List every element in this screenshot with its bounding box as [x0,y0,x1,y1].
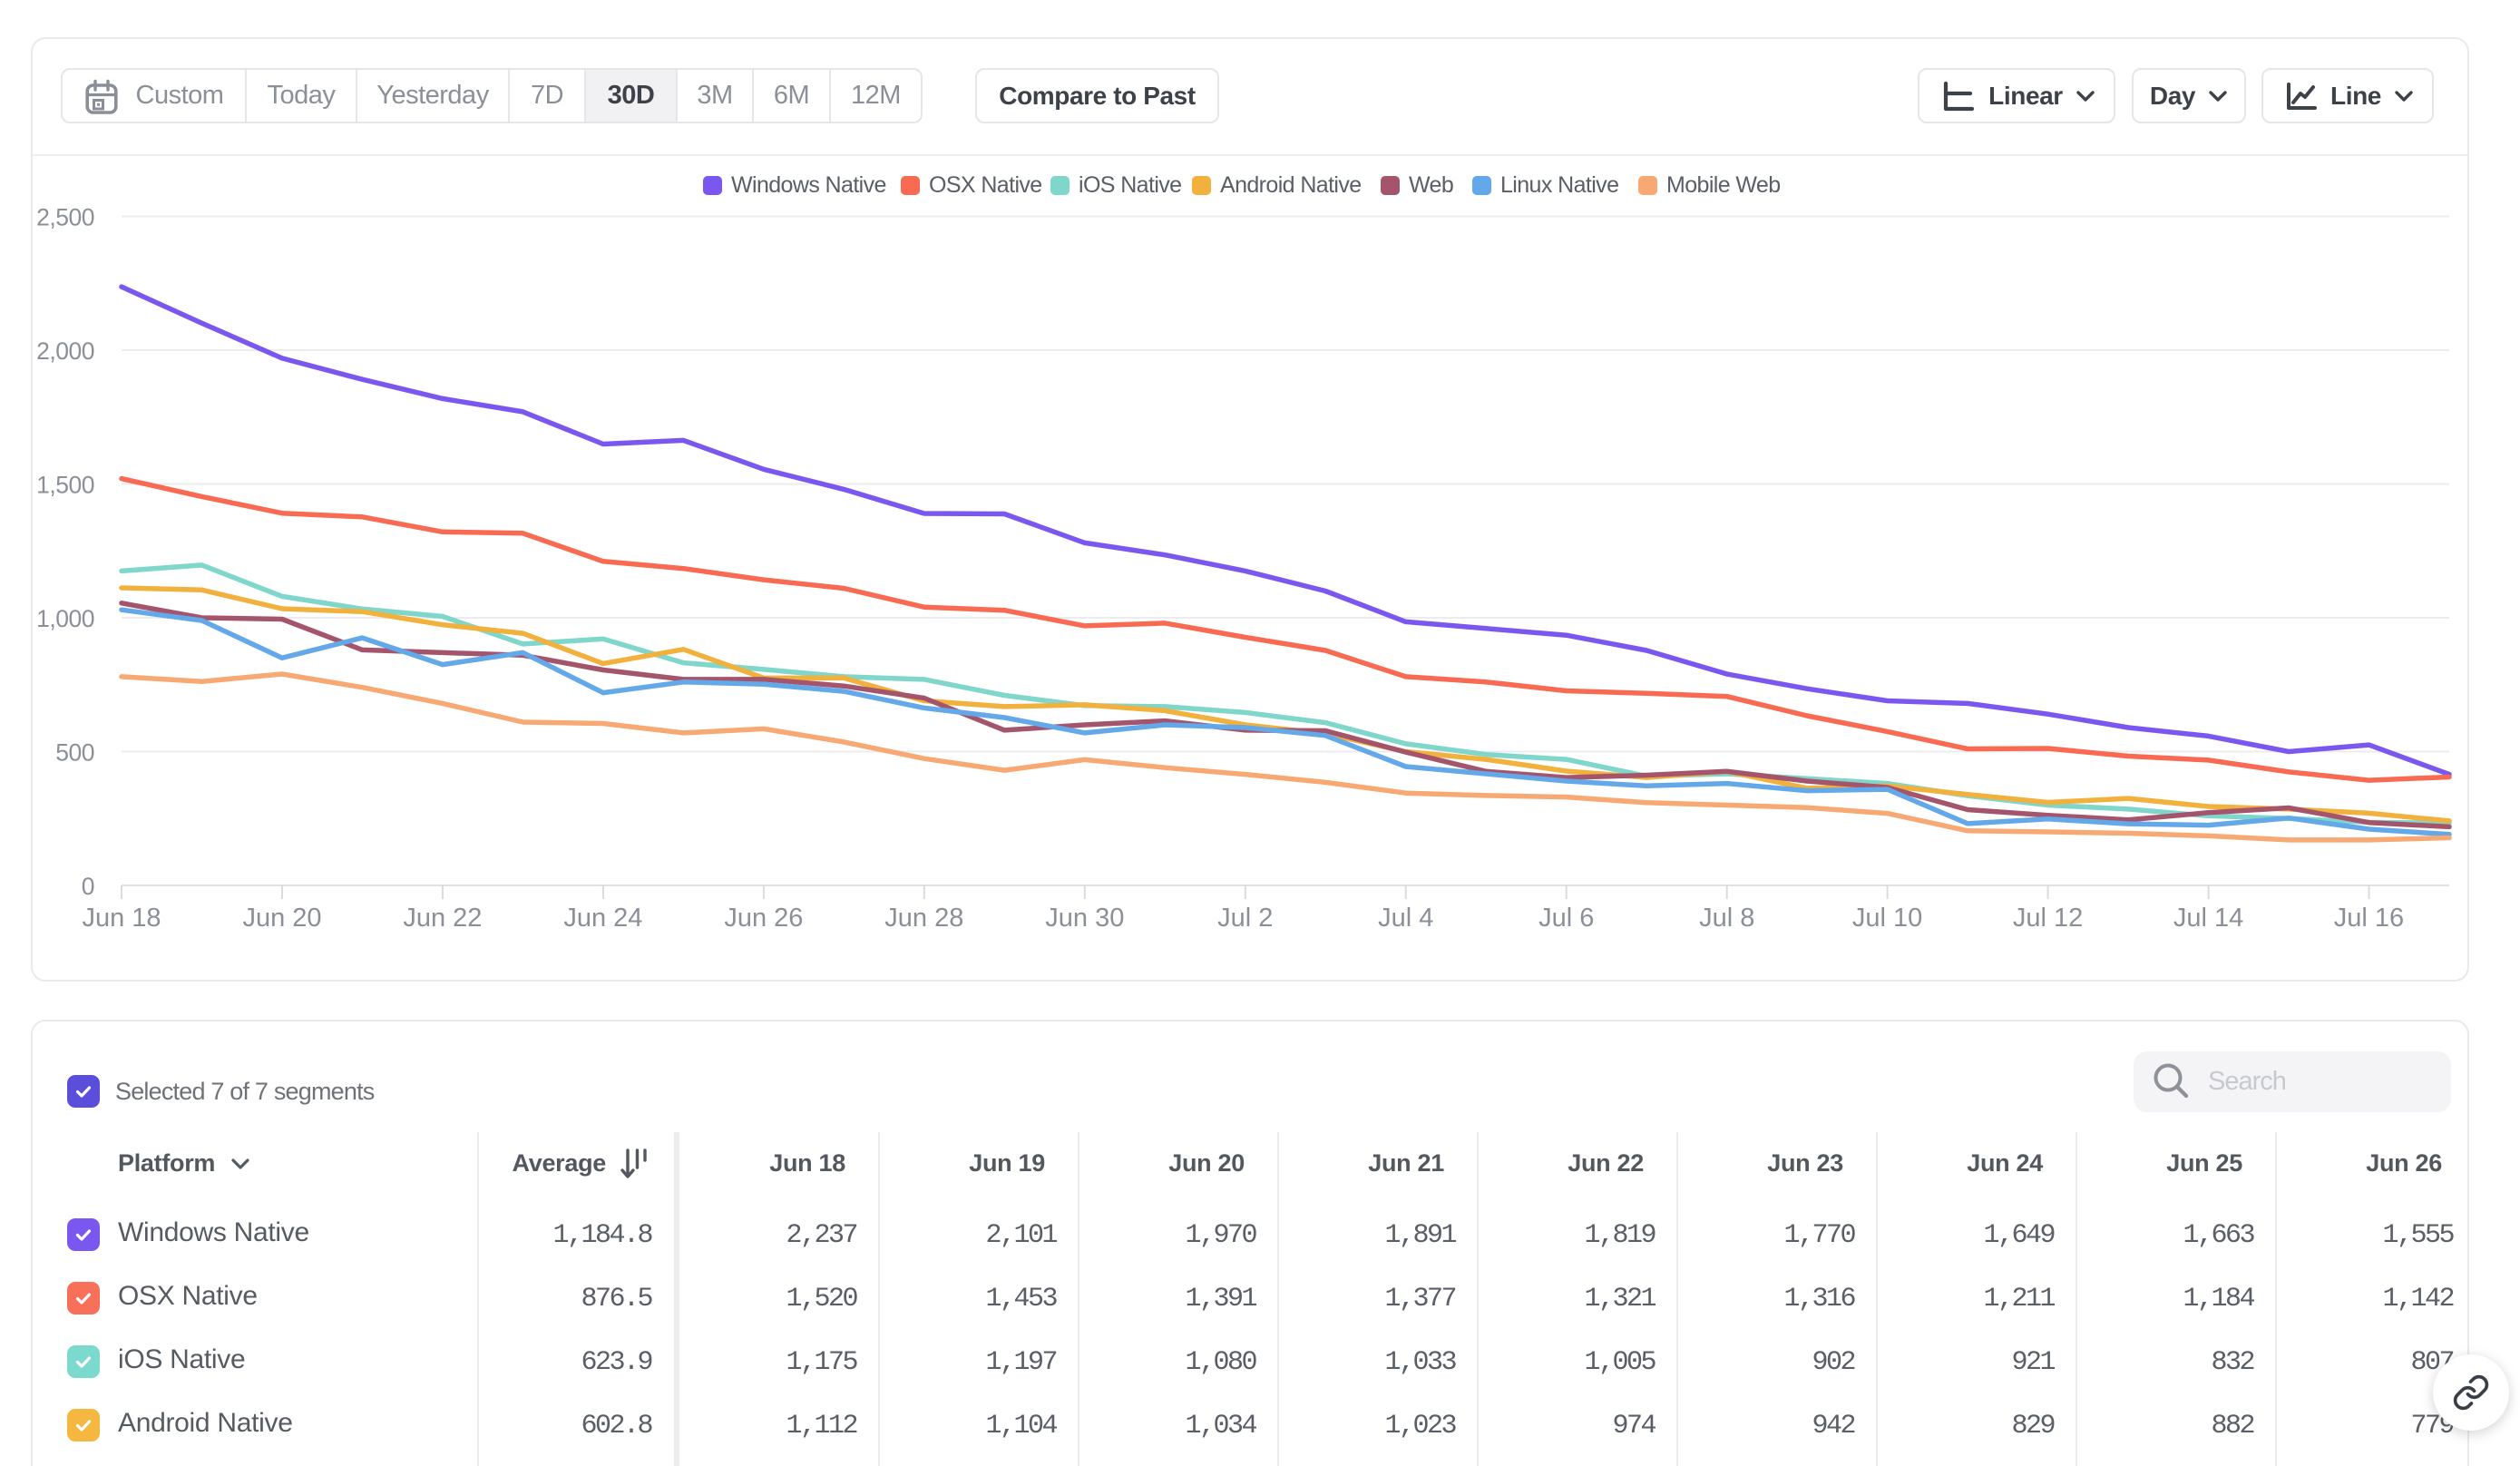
svg-text:Jun 18: Jun 18 [82,904,161,933]
svg-text:Jun 20: Jun 20 [242,904,321,933]
svg-text:Jun 30: Jun 30 [1045,904,1124,933]
svg-text:2,500: 2,500 [36,204,94,231]
svg-text:Jun 24: Jun 24 [563,904,642,933]
svg-text:Jul 6: Jul 6 [1538,904,1594,933]
svg-text:500: 500 [55,739,94,767]
svg-text:Jul 12: Jul 12 [2013,904,2083,933]
svg-text:Jul 2: Jul 2 [1217,904,1273,933]
svg-text:Jun 22: Jun 22 [403,904,482,933]
svg-text:Jun 26: Jun 26 [724,904,803,933]
svg-text:2,000: 2,000 [36,337,94,365]
svg-text:0: 0 [82,873,94,900]
svg-text:Jul 10: Jul 10 [1852,904,1922,933]
svg-text:1,000: 1,000 [36,605,94,632]
svg-text:Jun 28: Jun 28 [884,904,963,933]
svg-text:1,500: 1,500 [36,472,94,499]
svg-text:Jul 8: Jul 8 [1699,904,1754,933]
svg-text:Jul 14: Jul 14 [2173,904,2243,933]
svg-text:Jul 16: Jul 16 [2334,904,2404,933]
svg-text:Jul 4: Jul 4 [1378,904,1433,933]
